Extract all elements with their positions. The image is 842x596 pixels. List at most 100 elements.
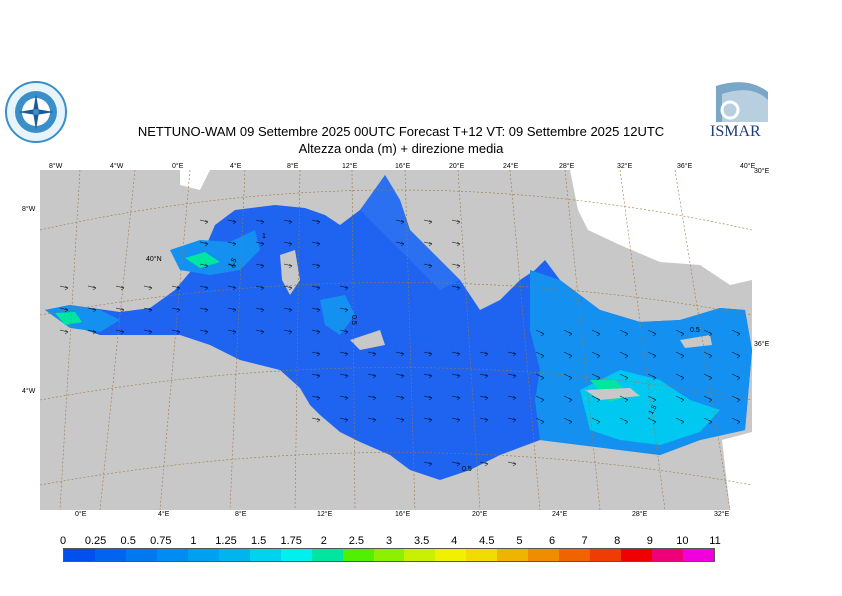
wave-direction-arrow xyxy=(311,219,321,223)
bottom-tick-label: 12°E xyxy=(317,511,333,518)
legend-swatch xyxy=(249,549,281,561)
wave-direction-arrow xyxy=(395,395,405,399)
legend-swatch xyxy=(342,549,374,561)
top-tick-label: 28°E xyxy=(559,163,575,170)
wave-direction-arrow xyxy=(423,263,433,267)
wave-direction-arrow xyxy=(451,461,461,465)
arrow-head xyxy=(708,375,713,381)
arrow-head xyxy=(344,395,349,401)
color-legend xyxy=(63,548,715,562)
wave-direction-arrow xyxy=(367,417,377,421)
arrow-head xyxy=(260,241,265,247)
legend-swatch xyxy=(435,549,467,561)
arrow-head xyxy=(344,307,349,313)
bottom-tick-label: 20°E xyxy=(472,511,488,518)
wave-direction-arrow xyxy=(423,461,433,465)
legend-swatch xyxy=(64,549,95,561)
arrow-head xyxy=(288,263,293,269)
arrow-head xyxy=(456,219,461,225)
ismar-logo-text: ISMAR xyxy=(710,123,761,140)
arrow-head xyxy=(64,307,69,313)
wave-direction-arrow xyxy=(311,263,321,267)
wave-direction-arrow xyxy=(451,395,461,399)
wave-direction-arrow xyxy=(199,285,209,289)
legend-swatch xyxy=(404,549,436,561)
arrow-head xyxy=(708,397,713,403)
arrow-head xyxy=(456,373,461,379)
wave-direction-arrow xyxy=(311,373,321,377)
arrow-head xyxy=(120,307,125,313)
wave-direction-arrow xyxy=(59,329,69,333)
top-tick-label: 32°E xyxy=(617,163,633,170)
arrow-head xyxy=(428,351,433,357)
wave-direction-arrow xyxy=(451,373,461,377)
wave-direction-arrow xyxy=(143,285,153,289)
bottom-tick-label: 8°E xyxy=(235,511,247,518)
arrow-head xyxy=(680,419,685,425)
arrow-head xyxy=(512,417,517,423)
wave-direction-arrow xyxy=(395,417,405,421)
legend-swatch xyxy=(590,549,622,561)
arrow-head xyxy=(232,219,237,225)
arrow-head xyxy=(260,219,265,225)
arrow-head xyxy=(260,329,265,335)
wave-direction-arrow xyxy=(339,417,349,421)
legend-label: 4 xyxy=(451,535,458,547)
grid-label: 40°N xyxy=(146,255,162,263)
arrow-head xyxy=(568,375,573,381)
bottom-tick-label: 16°E xyxy=(395,511,411,518)
wave-direction-arrow xyxy=(451,263,461,267)
arrow-head xyxy=(400,241,405,247)
wave-direction-arrow xyxy=(255,329,265,333)
arrow-head xyxy=(708,353,713,359)
wave-direction-arrow xyxy=(423,219,433,223)
wave-direction-arrow xyxy=(367,373,377,377)
wave-direction-arrow xyxy=(479,461,489,465)
arrow-head xyxy=(512,395,517,401)
wave-direction-arrow xyxy=(227,263,237,267)
legend-label: 2.5 xyxy=(348,535,365,547)
arrow-head xyxy=(736,331,741,337)
legend-label: 2 xyxy=(320,535,327,547)
arrow-head xyxy=(232,241,237,247)
wave-direction-arrow xyxy=(283,263,293,267)
legend-swatch xyxy=(187,549,219,561)
arrow-head xyxy=(316,307,321,313)
legend-label: 10 xyxy=(676,535,689,547)
arrow-head xyxy=(428,395,433,401)
legend-swatch xyxy=(559,549,591,561)
arrow-head xyxy=(596,353,601,359)
wave-direction-arrow xyxy=(227,219,237,223)
arrow-head xyxy=(484,373,489,379)
arrow-head xyxy=(708,331,713,337)
legend-label: 0.5 xyxy=(120,535,136,547)
wave-direction-arrow xyxy=(115,307,125,311)
arrow-head xyxy=(596,397,601,403)
arrow-head xyxy=(428,461,433,467)
top-tick-label: 8°W xyxy=(49,163,63,170)
legend-swatch xyxy=(94,549,126,561)
arrow-head xyxy=(736,353,741,359)
wave-direction-arrow xyxy=(423,417,433,421)
wave-direction-arrow xyxy=(339,307,349,311)
left-tick-label: 8°W xyxy=(22,206,36,213)
arrow-head xyxy=(316,351,321,357)
legend-swatch xyxy=(466,549,498,561)
contour-label: 1.5 xyxy=(228,257,239,269)
arrow-head xyxy=(148,307,153,313)
wave-direction-arrow xyxy=(311,307,321,311)
arrow-head xyxy=(540,353,545,359)
arrow-head xyxy=(428,417,433,423)
arrow-head xyxy=(316,241,321,247)
arrow-head xyxy=(736,419,741,425)
arrow-head xyxy=(176,307,181,313)
arrow-head xyxy=(512,461,517,467)
arrow-head xyxy=(456,395,461,401)
wave-direction-arrow xyxy=(479,351,489,355)
legend-label: 0 xyxy=(59,535,67,547)
wave-direction-arrow xyxy=(479,417,489,421)
contour-label: 1.5 xyxy=(648,404,659,416)
wave-direction-arrow xyxy=(339,351,349,355)
arrow-head xyxy=(316,373,321,379)
arrow-head xyxy=(512,351,517,357)
